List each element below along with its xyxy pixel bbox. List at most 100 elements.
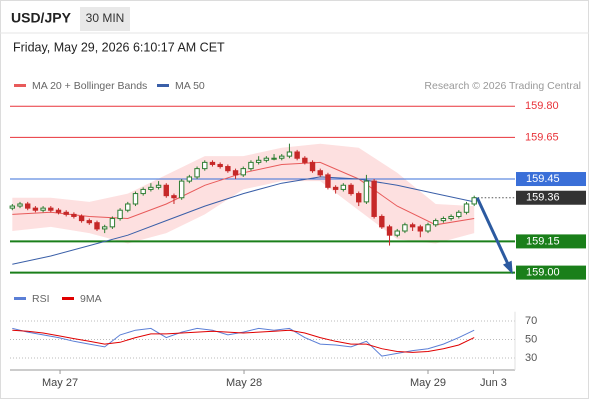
candle-body — [171, 195, 177, 199]
level-label: 159.65 — [525, 131, 559, 143]
candle-body — [286, 151, 293, 157]
candle-body — [109, 218, 116, 228]
candle-body — [178, 180, 185, 199]
candle-body — [155, 184, 162, 188]
legend-swatch — [14, 84, 26, 87]
candle-body — [94, 222, 100, 230]
level-label: 159.15 — [526, 235, 560, 247]
candle-body — [379, 215, 385, 228]
candle-body — [132, 193, 139, 205]
candle-body — [140, 188, 146, 195]
rsi-panel: RSI 9MA 30 50 70 May 27 May 28 May 29 Jun 3 — [10, 293, 537, 389]
candle-body — [248, 161, 254, 170]
timeframe-badge — [80, 7, 130, 31]
candle-body — [340, 184, 347, 190]
credit: Research © 2026 Trading Central — [424, 80, 581, 92]
legend-label: MA 50 — [175, 80, 205, 92]
legend-swatch — [14, 297, 26, 300]
candle-body — [232, 170, 239, 176]
candle-body — [17, 203, 23, 207]
candle-body — [32, 207, 39, 211]
candle-body — [471, 197, 477, 205]
indicator-line — [12, 329, 475, 353]
candle-body — [225, 166, 231, 172]
candle-body — [101, 226, 108, 230]
candle-body — [40, 207, 46, 211]
candle-body — [440, 218, 447, 222]
candle-body — [202, 161, 208, 170]
legend-label: 9MA — [80, 293, 102, 305]
candle-body — [317, 170, 323, 176]
candle-body — [302, 157, 308, 163]
candle-body — [279, 155, 285, 159]
candle-body — [263, 157, 270, 161]
level-label: 159.45 — [526, 173, 560, 185]
candle-body — [9, 205, 16, 209]
candle-body — [402, 224, 408, 232]
level-badge — [516, 234, 586, 249]
legend-label: RSI — [32, 293, 50, 305]
candle-body — [55, 209, 62, 213]
candle-body — [356, 193, 362, 203]
candle-body — [394, 230, 400, 236]
candle-body — [363, 180, 370, 203]
forecast-arrowhead — [502, 260, 513, 275]
candle-body — [325, 174, 331, 188]
candle-body — [371, 180, 377, 217]
x-tick-label: May 28 — [226, 377, 262, 389]
candle-body — [163, 184, 169, 197]
candle-body — [448, 215, 454, 220]
legend-swatch — [157, 84, 169, 87]
candle-body — [148, 186, 154, 190]
datetime: Friday, May 29, 2026 6:10:17 AM CET — [13, 40, 225, 54]
timeframe: 30 MIN — [86, 11, 125, 25]
candle-body — [309, 161, 316, 172]
level-label: 159.00 — [526, 267, 560, 279]
candle-body — [294, 151, 300, 159]
legend-label: MA 20 + Bollinger Bands — [32, 80, 147, 92]
moving-average — [12, 176, 475, 265]
candle-body — [209, 161, 216, 165]
candle-body — [48, 207, 54, 211]
candle-body — [386, 226, 393, 236]
x-tick-label: May 29 — [410, 377, 446, 389]
candle-body — [125, 203, 131, 211]
candle-body — [71, 213, 77, 217]
indicator-line — [12, 327, 475, 357]
level-badge — [516, 265, 586, 280]
candle-body — [348, 184, 354, 195]
candle-body — [463, 203, 470, 213]
level-label: 159.36 — [526, 192, 560, 204]
candle-body — [186, 176, 193, 182]
candle-body — [456, 211, 462, 217]
symbol: USD/JPY — [11, 10, 72, 26]
legend-swatch — [62, 297, 74, 300]
candle-body — [240, 168, 246, 176]
x-tick-label: Jun 3 — [480, 377, 507, 389]
candle-body — [433, 220, 439, 226]
candle-body — [255, 159, 262, 163]
candle-body — [25, 203, 31, 209]
candle-body — [417, 226, 424, 232]
y-tick-label: 30 — [525, 352, 537, 364]
candle-body — [425, 224, 431, 232]
candle-body — [271, 157, 277, 160]
candle-body — [217, 163, 223, 168]
price-panel: MA 20 + Bollinger Bands MA 50 159.80 159.65… — [9, 80, 586, 280]
x-tick-label: May 27 — [42, 377, 78, 389]
level-badge — [516, 190, 586, 205]
forecast-arrow — [475, 197, 513, 272]
candle-body — [117, 209, 123, 220]
level-badge — [516, 172, 586, 187]
candle-body — [409, 224, 416, 228]
candle-body — [63, 211, 69, 215]
candle-body — [78, 215, 85, 222]
level-label: 159.80 — [525, 100, 559, 112]
candle-body — [332, 186, 339, 190]
y-tick-label: 70 — [525, 315, 537, 327]
candle-body — [86, 220, 92, 224]
y-tick-label: 50 — [525, 333, 537, 345]
